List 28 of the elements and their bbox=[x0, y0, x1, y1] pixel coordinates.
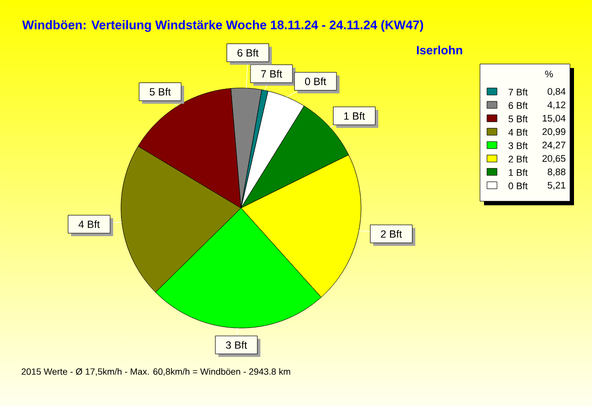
legend-label: 1 Bft bbox=[508, 168, 528, 176]
legend-title: % bbox=[545, 70, 553, 78]
slice-label: 1 Bft bbox=[344, 112, 365, 120]
legend-label: 0 Bft bbox=[508, 182, 528, 190]
slice-label: 6 Bft bbox=[238, 48, 259, 57]
legend-label: 5 Bft bbox=[508, 115, 528, 122]
chart-title: Windböen: Verteilung Windstärke Woche 18.11.24 - 24.11.24 (KW47) bbox=[22, 20, 424, 32]
slice-label: 0 Bft bbox=[305, 77, 326, 86]
slice-label: 2 Bft bbox=[380, 230, 402, 238]
legend-label: 2 Bft bbox=[508, 156, 528, 162]
data-label: 8,88 bbox=[548, 168, 566, 176]
data-label: 0,84 bbox=[548, 88, 566, 96]
data-label: 20,99 bbox=[542, 128, 566, 136]
legend-label: 3 Bft bbox=[508, 142, 528, 150]
slice-label: 7 Bft bbox=[261, 70, 282, 78]
slice-label: 3 Bft bbox=[226, 341, 248, 349]
data-label: 24,27 bbox=[542, 142, 566, 150]
chart-subtitle: Iserlohn bbox=[417, 46, 462, 54]
data-label: 20,65 bbox=[542, 155, 566, 163]
text: 2015 Werte - Ø 17,5km/h - Max. 60,8km/h = Windböen - 2943.8 km bbox=[22, 368, 290, 376]
legend-label: 6 Bft bbox=[508, 102, 528, 109]
data-label: 4,12 bbox=[548, 101, 566, 110]
legend-label: 4 Bft bbox=[508, 128, 528, 136]
data-label: 15,04 bbox=[542, 114, 566, 123]
legend-label: 7 Bft bbox=[508, 88, 528, 96]
data-label: 5,21 bbox=[548, 182, 566, 190]
slice-label: 4 Bft bbox=[78, 220, 100, 228]
slice-label: 5 Bft bbox=[150, 88, 171, 96]
